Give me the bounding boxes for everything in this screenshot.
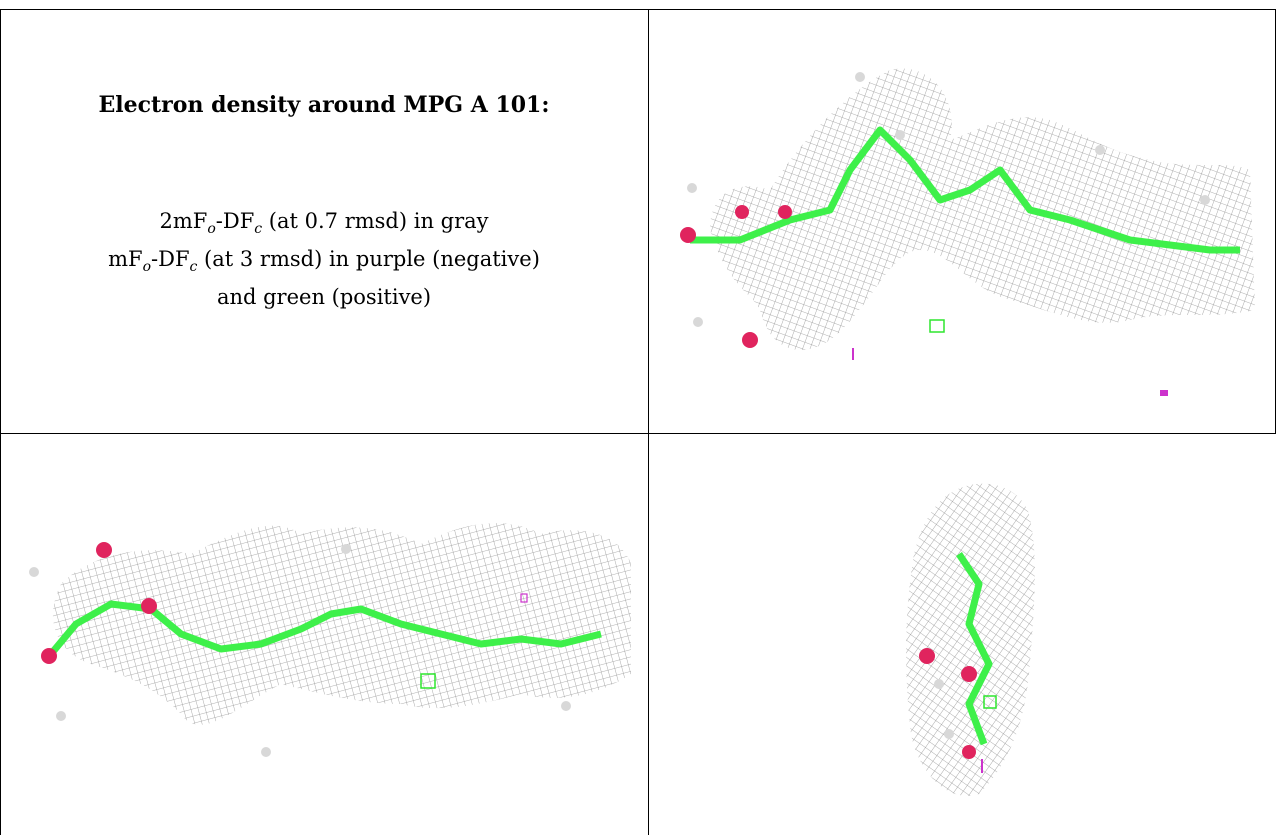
caption-line-2: mFo-DFc (at 3 rmsd) in purple (negative): [108, 247, 540, 276]
density-panel-top-right: [650, 10, 1275, 432]
density-panel-bottom-left: [1, 434, 648, 835]
caption-body: 2mFo-DFc (at 0.7 rmsd) in gray mFo-DFc (…: [0, 206, 648, 312]
caption-line-3: and green (positive): [216, 285, 432, 310]
density-view-2-image: [29, 523, 631, 757]
border-top: [0, 9, 1276, 10]
divider-horizontal: [0, 433, 1276, 434]
caption-line-1: 2mFo-DFc (at 0.7 rmsd) in gray: [159, 209, 489, 238]
density-view-1-image: [680, 68, 1255, 396]
density-view-3-image: [906, 483, 1035, 796]
density-panel-bottom-right: [649, 434, 1276, 835]
divider-vertical: [648, 9, 649, 835]
caption-cell: Electron density around MPG A 101: 2mFo-…: [0, 0, 648, 433]
border-left: [0, 9, 1, 835]
caption-title: Electron density around MPG A 101:: [98, 92, 550, 118]
